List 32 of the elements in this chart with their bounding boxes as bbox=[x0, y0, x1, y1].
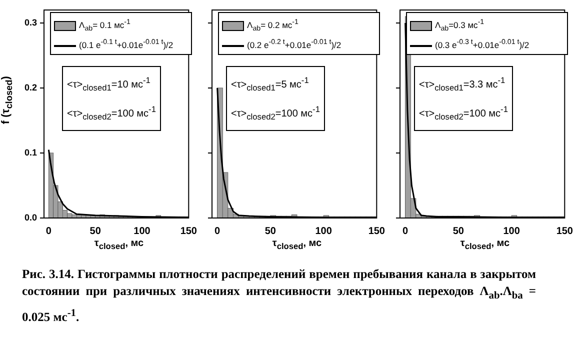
x-tick-label: 0 bbox=[214, 226, 221, 237]
x-tick-label: 0 bbox=[402, 226, 409, 237]
y-tick-label: 0.2 bbox=[24, 82, 37, 92]
x-tick-label: 100 bbox=[315, 226, 332, 237]
legend-label: Λ$_{ab}$=0.3 мс$^{-1}$ bbox=[435, 18, 484, 33]
legend-label: (0.2 e$^{-0.2 t}$+0.01e$^{-0.01 t}$)/2 bbox=[247, 38, 342, 50]
x-tick-label: 0 bbox=[46, 226, 52, 237]
y-tick-label: 0.1 bbox=[24, 147, 37, 158]
annotation: <τ>$_{closed1}$=5 мс$^{-1}$ bbox=[231, 74, 310, 94]
x-tick-label: 150 bbox=[180, 226, 198, 237]
x-axis-title: τ$_{closed}$, мс bbox=[93, 238, 145, 251]
x-tick-label: 50 bbox=[452, 226, 464, 237]
annotation: <τ>$_{closed1}$=10 мс$^{-1}$ bbox=[67, 74, 152, 94]
annotation: <τ>$_{closed2}$=100 мс$^{-1}$ bbox=[419, 103, 508, 124]
x-tick-label: 100 bbox=[503, 226, 520, 237]
x-axis-title: τ$_{closed}$, мс bbox=[271, 238, 323, 251]
annotation: <τ>$_{closed1}$=3.3 мс$^{-1}$ bbox=[419, 74, 506, 94]
x-tick-label: 100 bbox=[134, 226, 151, 237]
x-tick-label: 50 bbox=[90, 226, 102, 237]
x-tick-label: 150 bbox=[368, 226, 386, 237]
annotation: <τ>$_{closed2}$=100 мс$^{-1}$ bbox=[231, 103, 320, 124]
legend-label: Λ$_{ab}$= 0.2 мс$^{-1}$ bbox=[247, 18, 298, 33]
y-tick-label: 0.0 bbox=[24, 212, 37, 222]
legend-label: (0.3 e$^{-0.3 t}$+0.01e$^{-0.01 t}$)/2 bbox=[435, 38, 530, 50]
legend-label: (0.1 e$^{-0.1 t}$+0.01e$^{-0.01 t}$)/2 bbox=[79, 38, 174, 50]
x-tick-label: 50 bbox=[264, 226, 276, 237]
x-tick-label: 150 bbox=[556, 226, 574, 237]
annotation: <τ>$_{closed2}$=100 мс$^{-1}$ bbox=[67, 103, 156, 124]
x-axis-title: τ$_{closed}$, мс bbox=[459, 238, 511, 251]
legend-label: Λ$_{ab}$= 0.1 мс$^{-1}$ bbox=[79, 18, 130, 33]
y-tick-label: 0.3 bbox=[24, 17, 37, 28]
text: Рис. 3.14. Гистограммы плотности распределений времен пребывания канала в закрытом состоянии при различных значениях интенсивности электронных переходов Λ$_{ab}$.Λ$_{ba}$ = 0.025 мс$^{-1}$. bbox=[22, 267, 536, 324]
